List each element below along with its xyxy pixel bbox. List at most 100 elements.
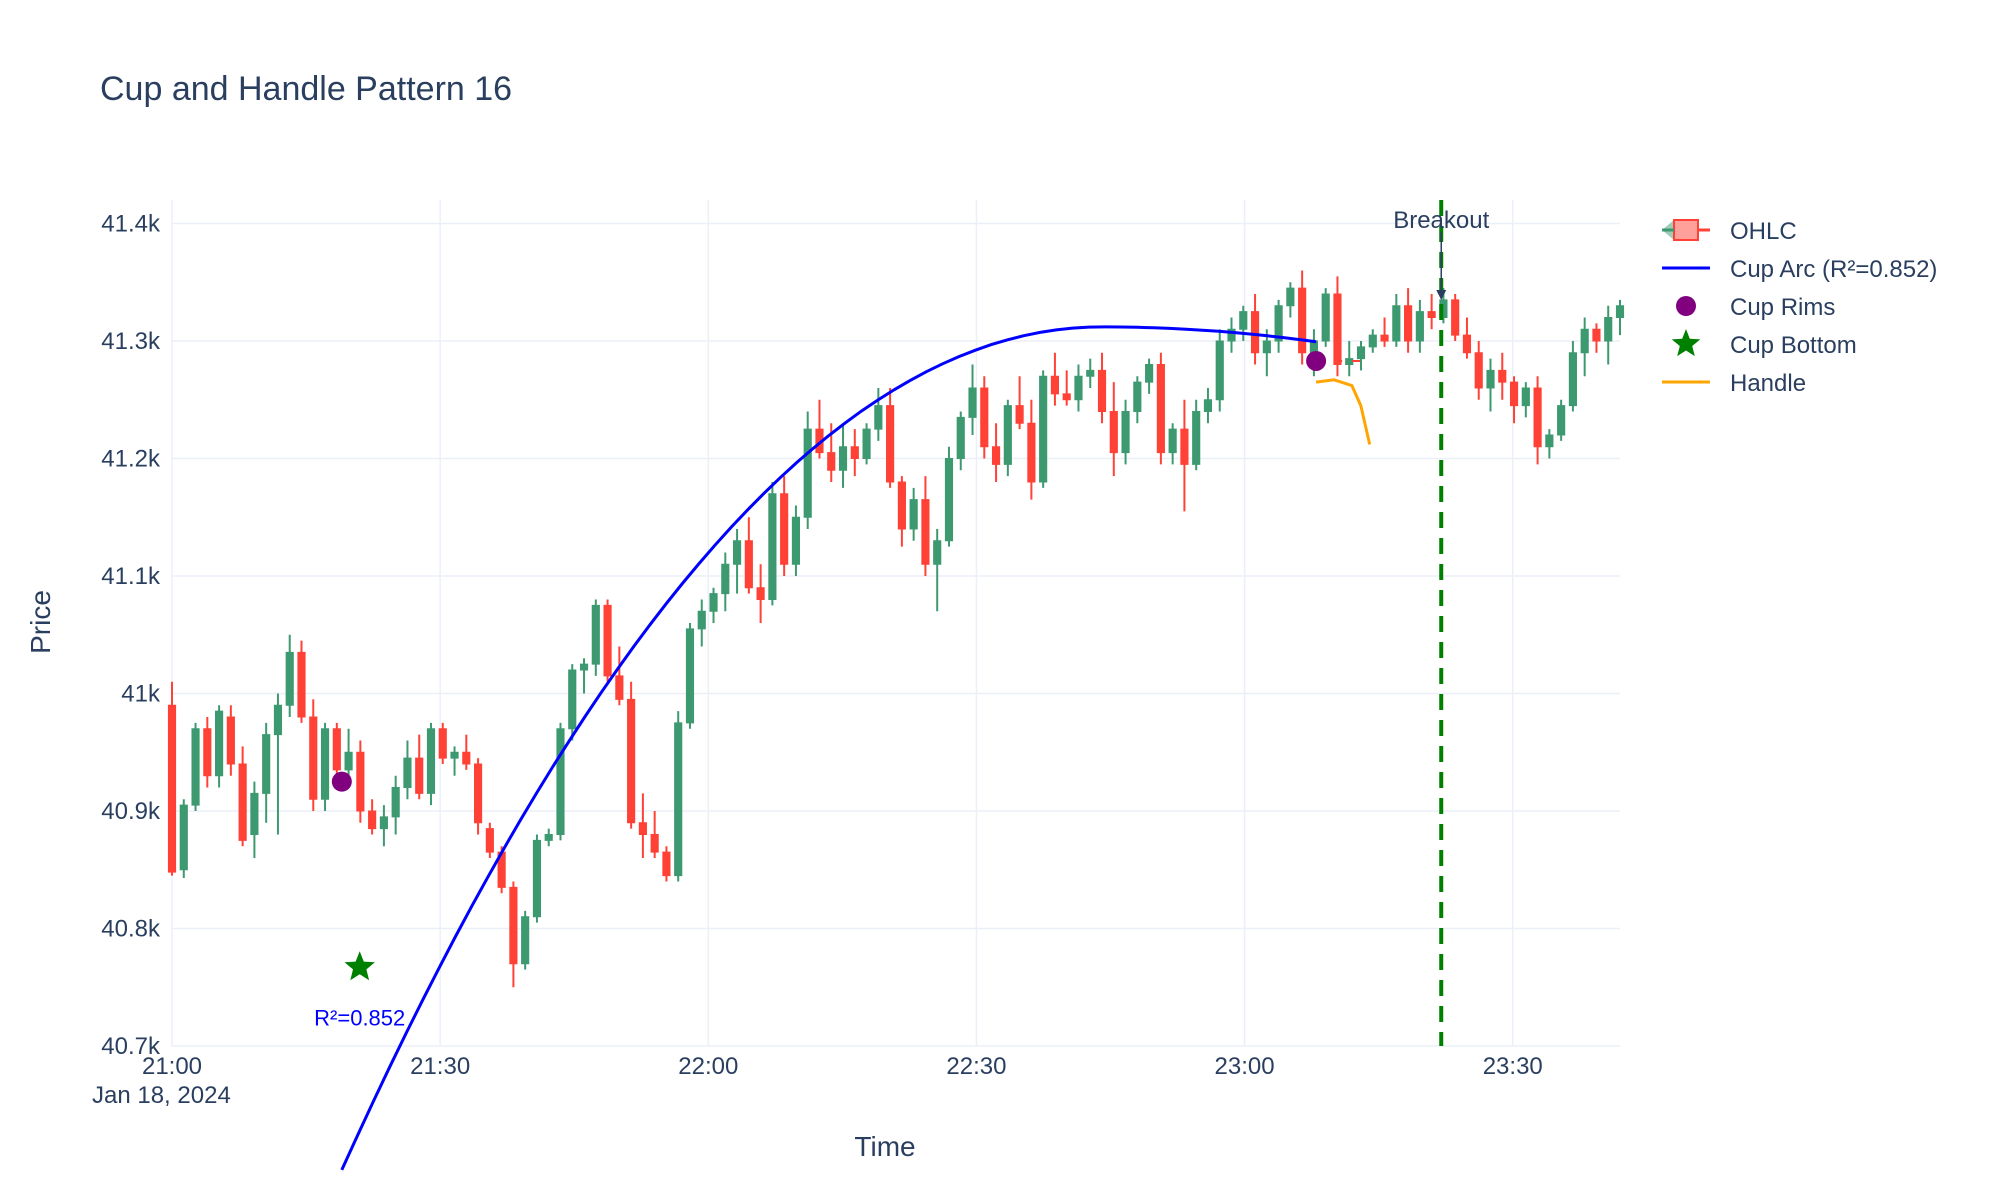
breakout-arrow-head: [1436, 290, 1447, 300]
chart-title: Cup and Handle Pattern 16: [100, 70, 512, 108]
candlestick-series: [167, 270, 1625, 988]
candle-up: [685, 628, 695, 724]
candle-up: [1168, 428, 1177, 454]
candle-up: [1274, 305, 1283, 342]
candle-up: [1580, 328, 1589, 354]
candle-up: [179, 804, 188, 871]
candle-down: [638, 822, 647, 835]
candle-up: [391, 787, 400, 818]
candle-down: [1462, 334, 1472, 354]
candle-down: [603, 604, 612, 677]
candle-down: [226, 716, 235, 765]
candle-up: [1568, 352, 1577, 407]
candle-down: [1451, 299, 1460, 336]
candle-up: [556, 728, 565, 835]
candle-down: [1015, 405, 1024, 424]
candle-up: [1521, 387, 1530, 407]
candle-down: [1509, 381, 1519, 407]
candle-down: [1097, 369, 1107, 412]
x-tick-label: 23:30: [1483, 1053, 1543, 1080]
candle-down: [662, 851, 671, 877]
candle-down: [627, 698, 636, 824]
star-icon: [1671, 329, 1701, 357]
candle-up: [344, 751, 353, 771]
candle-down: [1380, 334, 1389, 342]
candle-up: [450, 751, 459, 759]
candle-up: [1262, 340, 1271, 354]
candle-up: [768, 493, 777, 600]
candle-up: [215, 710, 224, 777]
legend-label: Cup Arc (R²=0.852): [1730, 256, 1937, 283]
candle-up: [791, 516, 801, 565]
candle-up: [674, 722, 683, 877]
candle-up: [403, 757, 412, 788]
axes: Time Price Jan 18, 2024 40.7k 40.8k 40.9k 4…: [25, 211, 1543, 1163]
candle-down: [980, 387, 989, 448]
candle-up: [1121, 411, 1130, 454]
candle-down: [1250, 311, 1260, 354]
x-tick-label: 22:30: [946, 1053, 1006, 1080]
candle-up: [838, 446, 848, 471]
y-tick-label: 41.3k: [101, 328, 161, 355]
circle-icon: [1676, 296, 1696, 316]
candle-up: [874, 405, 883, 430]
y-tick-label: 40.8k: [101, 916, 161, 943]
candle-up: [379, 816, 388, 830]
candle-up: [1003, 405, 1012, 465]
candle-up: [285, 651, 294, 706]
legend-label: Handle: [1730, 370, 1806, 397]
cup-rim-marker: [331, 771, 352, 792]
candle-up: [1074, 375, 1083, 401]
candle-up: [1286, 287, 1295, 307]
candle-down: [356, 751, 365, 812]
pattern-overlays: R²=0.852 Breakout: [314, 200, 1490, 1171]
candle-down: [1333, 293, 1342, 365]
candle-down: [415, 757, 424, 794]
candle-down: [897, 481, 906, 530]
candle-up: [1215, 340, 1224, 401]
candle-up: [1192, 411, 1201, 465]
candle-down: [921, 499, 930, 565]
candle-up: [1486, 369, 1495, 389]
candle-up: [1086, 369, 1095, 377]
grid: [171, 200, 1620, 1047]
candle-up: [732, 540, 742, 565]
candle-down: [780, 493, 789, 565]
candle-up: [532, 839, 542, 918]
y-axis-title: Price: [25, 590, 56, 654]
breakout-label: Breakout: [1393, 207, 1489, 234]
candle-up: [544, 834, 553, 841]
candle-up: [1545, 434, 1554, 448]
candle-up: [591, 604, 600, 665]
candle-up: [709, 593, 718, 612]
candle-down: [1498, 369, 1507, 383]
legend-label: OHLC: [1730, 218, 1797, 245]
candle-up: [250, 792, 259, 835]
candle-up: [1415, 311, 1424, 342]
y-tick-label: 41.4k: [101, 211, 161, 238]
candle-down: [474, 763, 483, 824]
candle-down: [238, 763, 247, 841]
candle-down: [1474, 352, 1483, 389]
candle-up: [1368, 334, 1377, 348]
candle-up: [1203, 399, 1213, 412]
candle-down: [756, 587, 765, 600]
cup-bottom-marker: [344, 951, 375, 981]
candle-down: [462, 751, 471, 765]
candle-up: [320, 728, 330, 800]
candle-up: [273, 704, 283, 736]
candle-up: [521, 916, 530, 965]
candle-up: [862, 428, 871, 459]
candle-up: [1239, 311, 1248, 330]
candle-down: [827, 452, 836, 471]
candle-down: [438, 728, 447, 759]
r2-annotation: R²=0.852: [314, 1005, 405, 1030]
candle-up: [1227, 328, 1236, 342]
candle-up: [968, 387, 977, 418]
x-tick-label: 21:30: [410, 1053, 470, 1080]
candle-down: [297, 651, 306, 718]
candle-up: [579, 663, 589, 671]
handle-line: [1315, 378, 1372, 445]
x-tick-label: 23:00: [1215, 1053, 1275, 1080]
candle-up: [1039, 375, 1048, 483]
